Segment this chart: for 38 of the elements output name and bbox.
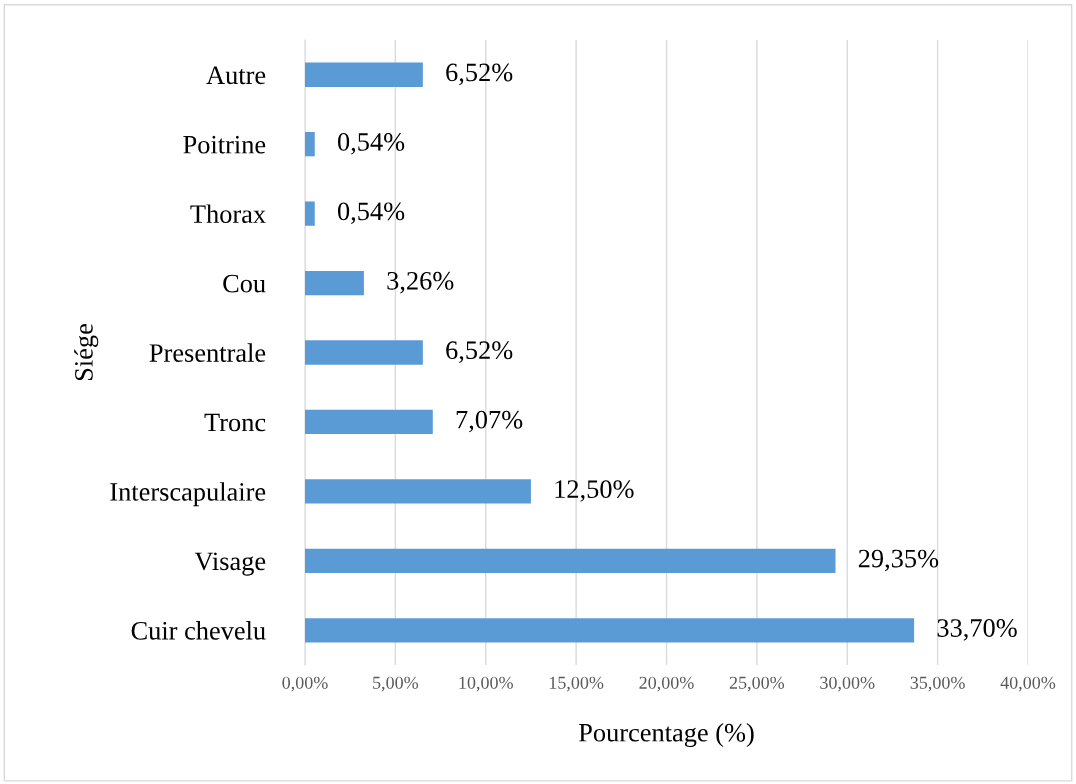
y-tick-label: Poitrine <box>183 135 266 154</box>
x-tick-label: 15,00% <box>549 676 604 692</box>
x-axis-title: Pourcentage (%) <box>578 723 754 748</box>
bar <box>305 479 531 504</box>
y-tick-label: Thorax <box>190 204 266 224</box>
bar <box>305 409 433 435</box>
data-label: 7,07% <box>456 410 523 433</box>
y-tick-label: Tronc <box>204 413 266 432</box>
y-tick-label: Presentrale <box>149 343 266 362</box>
x-tick-label: 10,00% <box>459 676 513 692</box>
y-tick-label: Cuir chevelu <box>131 621 266 640</box>
data-label: 29,35% <box>858 549 939 572</box>
data-label: 6,52% <box>446 341 513 363</box>
bar <box>305 618 915 643</box>
x-tick-label: 0,00% <box>282 676 328 692</box>
x-tick-label: 5,00% <box>373 676 419 692</box>
y-tick-label: Interscapulaire <box>110 482 266 507</box>
y-tick-label: Autre <box>206 66 266 85</box>
data-label: 0,54% <box>337 202 405 225</box>
data-label: 0,54% <box>337 132 405 155</box>
data-label: 3,26% <box>387 271 454 294</box>
x-tick-label: 40,00% <box>1000 676 1056 692</box>
x-tick-label: 25,00% <box>729 676 785 692</box>
x-tick-label: 30,00% <box>820 676 875 692</box>
bar <box>305 270 364 296</box>
data-label: 6,52% <box>446 63 513 86</box>
y-axis-title: Siége <box>74 324 99 381</box>
bar <box>305 340 423 365</box>
bar <box>305 548 836 573</box>
x-tick-label: 20,00% <box>639 676 694 692</box>
y-tick-label: Visage <box>194 552 266 576</box>
data-label: 12,50% <box>555 480 634 502</box>
bar <box>305 62 423 87</box>
x-tick-label: 35,00% <box>910 676 965 692</box>
bar <box>305 132 315 157</box>
y-tick-label: Cou <box>223 274 266 293</box>
data-label: 33,70% <box>937 619 1017 641</box>
bar <box>305 201 315 226</box>
